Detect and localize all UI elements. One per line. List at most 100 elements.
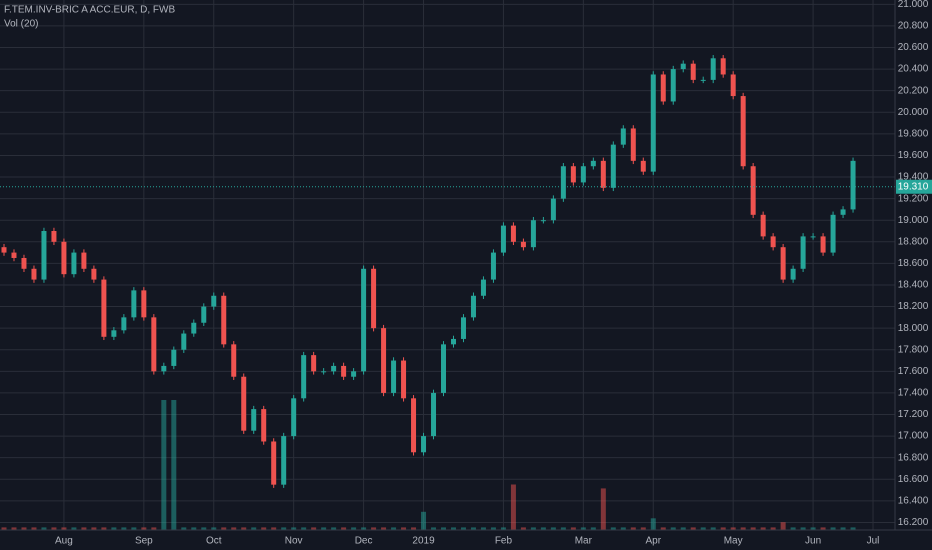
- x-tick-label: Sep: [135, 536, 153, 547]
- candle-body: [510, 225, 516, 242]
- x-tick-label: Dec: [355, 536, 373, 547]
- candle-body: [1, 247, 7, 253]
- y-tick-label: 18.800: [898, 236, 929, 247]
- candle-body: [630, 128, 636, 161]
- x-tick-label: Apr: [645, 536, 661, 547]
- volume-bar: [680, 527, 686, 530]
- candle-body: [61, 241, 67, 275]
- volume-bar: [820, 527, 826, 530]
- volume-bar: [61, 527, 67, 530]
- candle-body: [740, 96, 746, 167]
- y-tick-label: 19.600: [898, 150, 929, 161]
- candle-body: [251, 409, 257, 431]
- y-tick-label: 20.400: [898, 64, 929, 75]
- volume-bar: [411, 527, 417, 530]
- volume-bar: [191, 527, 197, 530]
- candle-body: [411, 398, 417, 453]
- candle-body: [490, 252, 496, 280]
- candle-body: [720, 58, 726, 75]
- candle-body: [421, 436, 427, 453]
- candle-body: [590, 160, 596, 167]
- y-tick-label: 19.400: [898, 172, 929, 183]
- volume-bar: [530, 527, 536, 530]
- y-tick-label: 17.000: [898, 431, 929, 442]
- candle-body: [840, 209, 846, 215]
- candle-body: [71, 252, 77, 275]
- volume-bar: [261, 527, 267, 530]
- candle-body: [540, 220, 546, 222]
- volume-bar: [91, 527, 97, 530]
- y-tick-label: 16.800: [898, 452, 929, 463]
- candle-body: [520, 241, 526, 248]
- volume-bar: [311, 527, 317, 530]
- volume-bar: [610, 527, 616, 530]
- candle-body: [211, 295, 217, 307]
- candle-body: [111, 330, 117, 337]
- volume-bar: [770, 527, 776, 530]
- volume-bar: [660, 527, 666, 530]
- candle-body: [780, 247, 786, 280]
- volume-bar: [271, 527, 277, 530]
- y-tick-label: 16.400: [898, 495, 929, 506]
- candle-body: [550, 198, 556, 221]
- candle-body: [281, 436, 287, 485]
- volume-bar: [760, 527, 766, 530]
- volume-bar: [361, 527, 367, 530]
- y-tick-label: 17.200: [898, 409, 929, 420]
- volume-bar: [381, 527, 387, 530]
- volume-bar: [331, 527, 337, 530]
- candle-body: [790, 268, 796, 280]
- volume-bar: [850, 527, 856, 530]
- volume-bar: [590, 527, 596, 530]
- candle-body: [181, 333, 187, 350]
- volume-bar: [21, 527, 27, 530]
- y-tick-label: 20.800: [898, 21, 929, 32]
- candle-body: [480, 279, 486, 296]
- volume-bar: [171, 400, 177, 530]
- y-tick-label: 16.200: [898, 517, 929, 528]
- candle-body: [800, 236, 806, 269]
- candle-body: [11, 252, 17, 258]
- volume-bar: [151, 527, 157, 530]
- candle-body: [610, 144, 616, 188]
- y-tick-label: 18.000: [898, 323, 929, 334]
- candle-body: [620, 128, 626, 145]
- grid: [0, 0, 895, 530]
- volume-pane: [1, 400, 856, 530]
- candle-body: [401, 360, 407, 399]
- x-tick-label: Aug: [55, 536, 73, 547]
- x-tick-label: Oct: [206, 536, 222, 547]
- volume-bar: [540, 527, 546, 530]
- volume-bar: [570, 527, 576, 530]
- candle-body: [171, 349, 177, 366]
- candle-body: [640, 160, 646, 172]
- volume-bar: [281, 527, 287, 530]
- y-tick-label: 19.800: [898, 128, 929, 139]
- candle-body: [750, 166, 756, 215]
- y-tick-label: 18.600: [898, 258, 929, 269]
- x-tick-label: Jun: [805, 536, 821, 547]
- volume-bar: [720, 527, 726, 530]
- candle-body: [271, 441, 277, 485]
- candle-body: [680, 63, 686, 70]
- y-tick-label: 17.800: [898, 344, 929, 355]
- candle-body: [81, 252, 87, 269]
- volume-bar: [480, 527, 486, 530]
- volume-bar: [421, 511, 427, 530]
- candle-body: [391, 360, 397, 393]
- candle-body: [31, 268, 37, 280]
- candle-body: [151, 317, 157, 372]
- volume-bar: [520, 527, 526, 530]
- volume-bar: [301, 527, 307, 530]
- candle-body: [241, 376, 247, 431]
- candle-body: [21, 257, 27, 269]
- volume-bar: [650, 518, 656, 530]
- volume-bar: [251, 527, 257, 530]
- candle-body: [201, 306, 207, 323]
- volume-bar: [221, 527, 227, 530]
- candle-body: [351, 371, 357, 377]
- volume-bar: [81, 527, 87, 530]
- candle-body: [441, 344, 447, 393]
- candle-body: [101, 279, 107, 337]
